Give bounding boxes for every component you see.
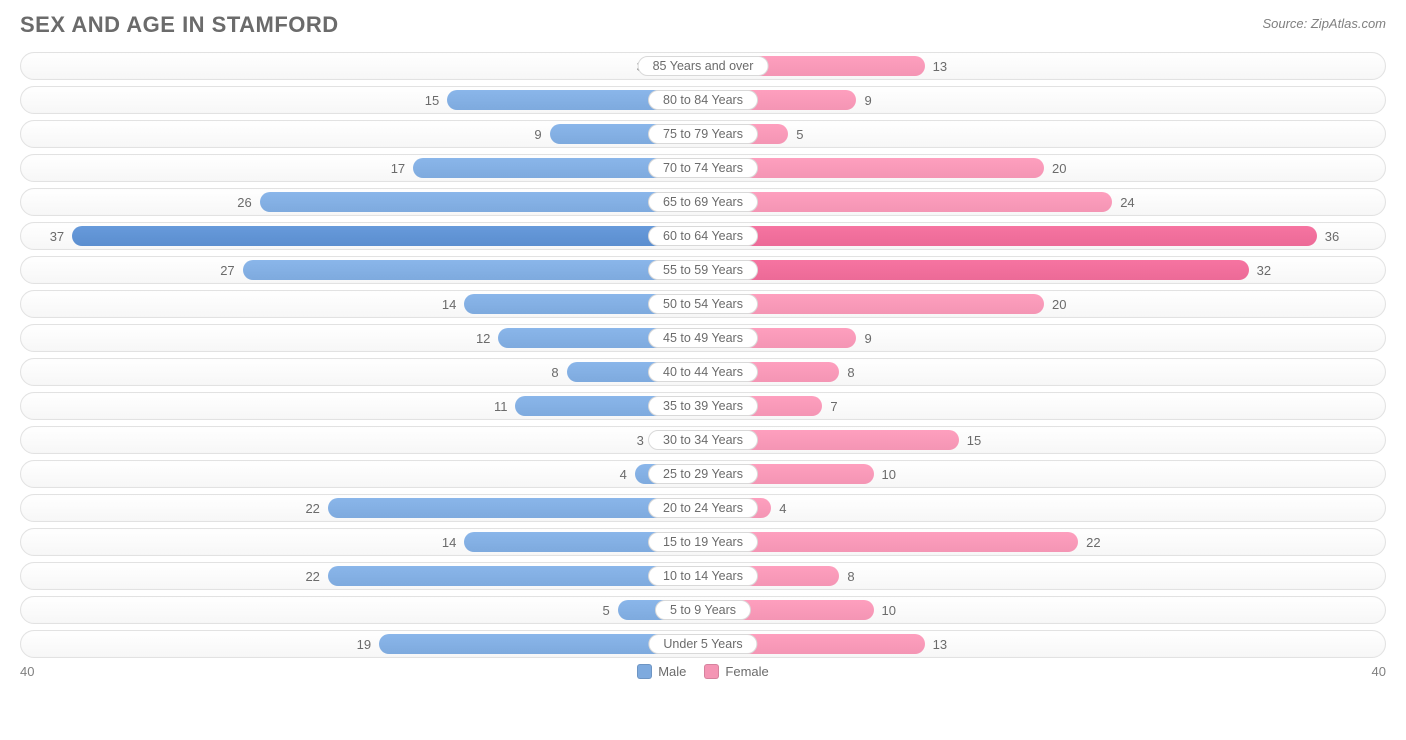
age-label-pill: 15 to 19 Years bbox=[648, 532, 758, 552]
female-value: 15 bbox=[967, 427, 981, 455]
male-value: 5 bbox=[603, 597, 610, 625]
legend-item-male: Male bbox=[637, 664, 686, 679]
age-label-pill: 50 to 54 Years bbox=[648, 294, 758, 314]
pyramid-row: 4 10 25 to 29 Years bbox=[20, 460, 1386, 488]
chart-footer: 40 Male Female 40 bbox=[20, 664, 1386, 679]
population-pyramid: 3 13 85 Years and over 15 9 80 to 84 Years 9 5 7… bbox=[20, 52, 1386, 658]
age-label-pill: 10 to 14 Years bbox=[648, 566, 758, 586]
age-label-pill: 35 to 39 Years bbox=[648, 396, 758, 416]
age-label-pill: Under 5 Years bbox=[648, 634, 757, 654]
female-value: 4 bbox=[779, 495, 786, 523]
pyramid-row: 3 15 30 to 34 Years bbox=[20, 426, 1386, 454]
age-label-pill: 20 to 24 Years bbox=[648, 498, 758, 518]
male-value: 12 bbox=[476, 325, 490, 353]
axis-max-left: 40 bbox=[20, 664, 34, 679]
legend-label-male: Male bbox=[658, 664, 686, 679]
male-value: 3 bbox=[637, 427, 644, 455]
female-value: 8 bbox=[847, 359, 854, 387]
age-label-pill: 60 to 64 Years bbox=[648, 226, 758, 246]
pyramid-row: 14 22 15 to 19 Years bbox=[20, 528, 1386, 556]
female-value: 20 bbox=[1052, 155, 1066, 183]
female-bar bbox=[703, 532, 1078, 552]
pyramid-row: 15 9 80 to 84 Years bbox=[20, 86, 1386, 114]
male-value: 11 bbox=[494, 393, 508, 421]
age-label-pill: 85 Years and over bbox=[638, 56, 769, 76]
female-bar bbox=[703, 226, 1317, 246]
female-bar bbox=[703, 192, 1112, 212]
male-bar bbox=[328, 498, 703, 518]
pyramid-row: 31385 Years and over bbox=[20, 52, 1386, 80]
male-value: 19 bbox=[357, 631, 371, 659]
male-bar bbox=[328, 566, 703, 586]
female-value: 24 bbox=[1120, 189, 1134, 217]
male-value: 17 bbox=[391, 155, 405, 183]
female-swatch-icon bbox=[704, 664, 719, 679]
male-value: 22 bbox=[305, 563, 319, 591]
age-label-pill: 25 to 29 Years bbox=[648, 464, 758, 484]
male-bar bbox=[72, 226, 703, 246]
pyramid-row: 9 5 75 to 79 Years bbox=[20, 120, 1386, 148]
male-value: 8 bbox=[551, 359, 558, 387]
pyramid-row: 11 7 35 to 39 Years bbox=[20, 392, 1386, 420]
legend-label-female: Female bbox=[725, 664, 768, 679]
pyramid-row: 8 8 40 to 44 Years bbox=[20, 358, 1386, 386]
legend: Male Female bbox=[637, 664, 769, 679]
female-value: 8 bbox=[847, 563, 854, 591]
age-label-pill: 80 to 84 Years bbox=[648, 90, 758, 110]
age-label-pill: 75 to 79 Years bbox=[648, 124, 758, 144]
age-label-pill: 5 to 9 Years bbox=[655, 600, 751, 620]
pyramid-row: 22 4 20 to 24 Years bbox=[20, 494, 1386, 522]
female-value: 22 bbox=[1086, 529, 1100, 557]
female-value: 9 bbox=[864, 325, 871, 353]
male-value: 4 bbox=[620, 461, 627, 489]
male-value: 15 bbox=[425, 87, 439, 115]
age-label-pill: 45 to 49 Years bbox=[648, 328, 758, 348]
age-label-pill: 55 to 59 Years bbox=[648, 260, 758, 280]
pyramid-row: 26 24 65 to 69 Years bbox=[20, 188, 1386, 216]
male-value: 27 bbox=[220, 257, 234, 285]
female-value: 7 bbox=[830, 393, 837, 421]
pyramid-row: 17 20 70 to 74 Years bbox=[20, 154, 1386, 182]
chart-header: SEX AND AGE IN STAMFORD Source: ZipAtlas… bbox=[20, 12, 1386, 38]
pyramid-row: 22 8 10 to 14 Years bbox=[20, 562, 1386, 590]
female-value: 36 bbox=[1325, 223, 1339, 251]
age-label-pill: 40 to 44 Years bbox=[648, 362, 758, 382]
pyramid-row: 27 32 55 to 59 Years bbox=[20, 256, 1386, 284]
pyramid-row: 14 20 50 to 54 Years bbox=[20, 290, 1386, 318]
female-bar bbox=[703, 260, 1249, 280]
female-value: 9 bbox=[864, 87, 871, 115]
male-swatch-icon bbox=[637, 664, 652, 679]
axis-max-right: 40 bbox=[1372, 664, 1386, 679]
pyramid-row: 19 13 Under 5 Years bbox=[20, 630, 1386, 658]
age-label-pill: 65 to 69 Years bbox=[648, 192, 758, 212]
male-value: 9 bbox=[534, 121, 541, 149]
female-value: 13 bbox=[933, 631, 947, 659]
male-value: 14 bbox=[442, 529, 456, 557]
female-value: 13 bbox=[933, 53, 947, 81]
female-value: 32 bbox=[1257, 257, 1271, 285]
pyramid-row: 5 10 5 to 9 Years bbox=[20, 596, 1386, 624]
chart-source: Source: ZipAtlas.com bbox=[1262, 16, 1386, 31]
pyramid-row: 37 36 60 to 64 Years bbox=[20, 222, 1386, 250]
female-value: 10 bbox=[882, 597, 896, 625]
male-value: 14 bbox=[442, 291, 456, 319]
age-label-pill: 30 to 34 Years bbox=[648, 430, 758, 450]
female-value: 20 bbox=[1052, 291, 1066, 319]
female-value: 5 bbox=[796, 121, 803, 149]
age-label-pill: 70 to 74 Years bbox=[648, 158, 758, 178]
male-bar bbox=[243, 260, 703, 280]
female-value: 10 bbox=[882, 461, 896, 489]
male-bar bbox=[260, 192, 703, 212]
legend-item-female: Female bbox=[704, 664, 768, 679]
pyramid-row: 12 9 45 to 49 Years bbox=[20, 324, 1386, 352]
male-value: 22 bbox=[305, 495, 319, 523]
male-value: 37 bbox=[50, 223, 64, 251]
male-value: 26 bbox=[237, 189, 251, 217]
chart-title: SEX AND AGE IN STAMFORD bbox=[20, 12, 339, 38]
